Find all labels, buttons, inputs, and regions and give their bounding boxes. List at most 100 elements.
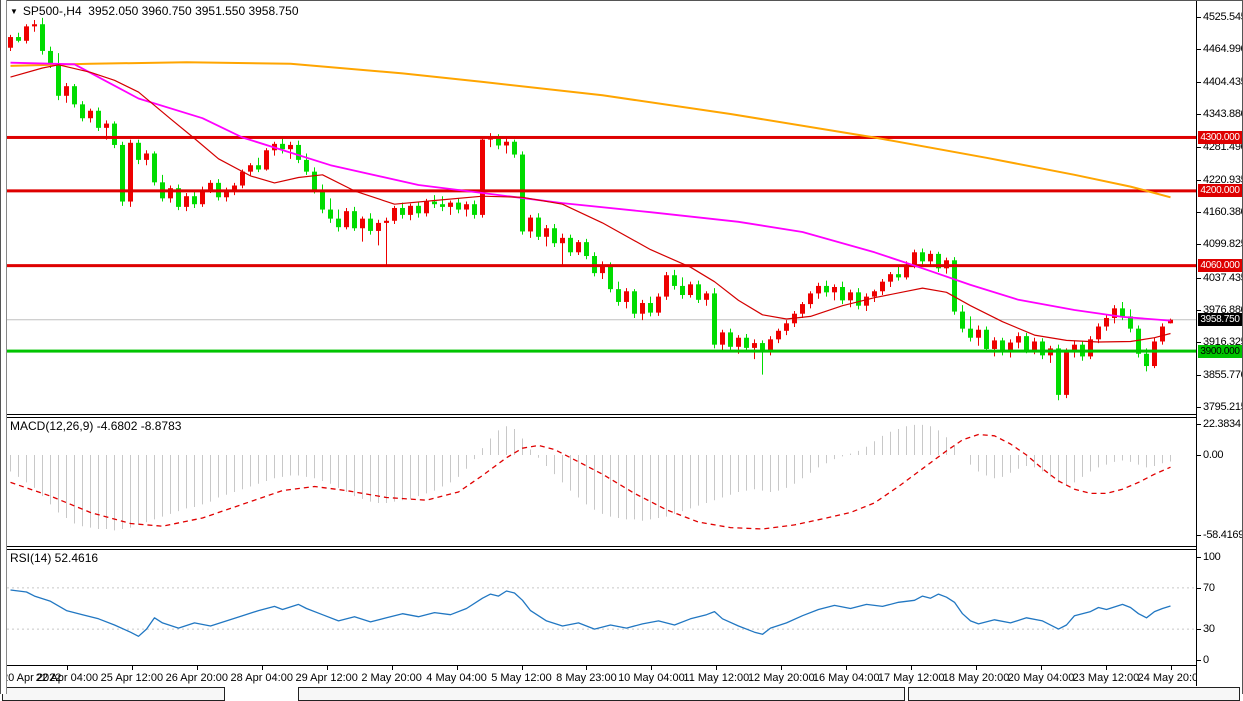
bull-candle <box>784 323 789 331</box>
bull-candle <box>1160 326 1165 342</box>
time-axis-label: 23 May 12:00 <box>1072 672 1140 684</box>
time-axis-label: 2 May 20:00 <box>361 672 422 684</box>
bear-candle <box>40 24 45 51</box>
time-axis-tick <box>846 666 848 670</box>
bull-candle <box>1088 339 1093 357</box>
time-axis-label: 17 May 12:00 <box>877 672 945 684</box>
level-price-badge: 4060.000 <box>1198 259 1242 273</box>
time-axis-tick <box>1041 666 1043 670</box>
bear-candle <box>256 165 261 170</box>
price-axis-tick <box>1197 114 1201 116</box>
time-axis-label: 10 May 04:00 <box>618 672 685 684</box>
bear-candle <box>616 289 621 302</box>
bear-candle <box>672 275 677 286</box>
time-axis-tick <box>976 666 978 670</box>
bull-candle <box>504 141 509 146</box>
bull-candle <box>576 242 581 253</box>
price-axis-tick <box>1197 342 1201 344</box>
time-axis-tick <box>651 666 653 670</box>
time-axis-label: 22 Apr 04:00 <box>35 672 99 684</box>
bear-candle <box>1040 341 1045 356</box>
bull-candle <box>200 189 205 205</box>
time-axis-label: 16 May 04:00 <box>812 672 880 684</box>
panel-separator[interactable] <box>0 414 1196 418</box>
minimized-chart-window[interactable] <box>298 687 905 701</box>
chart-ohlc-title: ▼ SP500-,H4 3952.050 3960.750 3951.550 39… <box>10 4 299 18</box>
bull-candle <box>992 340 997 349</box>
time-axis[interactable]: 20 Apr 2022 22 Apr 04:00 25 Apr 12:00 26 Ap… <box>0 665 1204 687</box>
bull-candle <box>1168 319 1173 324</box>
minimized-chart-window[interactable] <box>908 687 1240 701</box>
rsi-axis-label: 100 <box>1203 551 1221 563</box>
bear-candle <box>400 207 405 215</box>
main-price-chart[interactable] <box>7 0 1196 414</box>
bear-candle <box>296 144 301 160</box>
bear-candle <box>304 159 309 172</box>
time-axis-label: 26 Apr 20:00 <box>165 672 229 684</box>
bear-candle <box>136 142 141 160</box>
panel-separator[interactable] <box>0 546 1196 550</box>
bull-candle <box>704 293 709 300</box>
bear-candle <box>568 237 573 253</box>
minimized-chart-window[interactable] <box>2 687 225 701</box>
price-axis-tick <box>1197 212 1201 214</box>
price-axis[interactable]: 4525.545 4464.990 4404.435 4343.880 4281.490… <box>1196 0 1243 686</box>
bear-candle <box>472 204 477 215</box>
bear-candle <box>16 37 21 41</box>
time-axis-label: 11 May 12:00 <box>683 672 750 684</box>
rsi-panel-chart[interactable] <box>7 549 1196 665</box>
bull-candle <box>424 201 429 214</box>
bull-candle <box>360 218 365 229</box>
time-axis-tick <box>456 666 458 670</box>
bear-candle <box>952 260 957 312</box>
bull-candle <box>800 304 805 314</box>
bear-candle <box>920 252 925 262</box>
price-axis-tick <box>1197 17 1201 18</box>
price-axis-tick <box>1197 277 1201 279</box>
bull-candle <box>720 332 725 345</box>
bear-candle <box>648 303 653 313</box>
bull-candle <box>752 343 757 348</box>
bear-candle <box>440 204 445 207</box>
bull-candle <box>128 142 133 202</box>
bull-candle <box>864 296 869 306</box>
bull-candle <box>736 337 741 347</box>
macd-signal-line <box>10 433 1171 530</box>
bull-candle <box>184 196 189 207</box>
bear-candle <box>320 190 325 210</box>
bull-candle <box>224 190 229 198</box>
bull-candle <box>904 264 909 278</box>
bear-candle <box>680 285 685 296</box>
bear-candle <box>584 242 589 257</box>
bear-candle <box>312 171 317 191</box>
macd-axis-tick <box>1197 535 1201 537</box>
bull-candle <box>1152 341 1157 367</box>
bear-candle <box>520 154 525 232</box>
rsi-axis-label: 30 <box>1203 623 1215 636</box>
time-axis-tick <box>1170 666 1172 670</box>
price-axis-label: 4037.435 <box>1203 271 1243 284</box>
horizontal-level-line <box>7 189 1196 193</box>
bear-candle <box>368 218 373 231</box>
ma-mid-magenta-line <box>10 61 1171 322</box>
price-axis-tick <box>1197 179 1201 181</box>
current-price-badge: 3958.750 <box>1198 313 1242 327</box>
time-axis-label: 20 Apr 2022 <box>2 672 62 684</box>
macd-panel-chart[interactable] <box>7 417 1196 546</box>
bull-candle <box>776 330 781 340</box>
bull-candle <box>1072 344 1077 353</box>
time-axis-tick <box>521 666 523 670</box>
bull-candle <box>24 26 29 41</box>
price-axis-tick <box>1197 374 1201 376</box>
price-axis-tick <box>1197 147 1201 149</box>
bear-candle <box>80 104 85 119</box>
time-axis-label: 24 May 20:00 <box>1137 672 1205 684</box>
level-price-badge: 4300.000 <box>1198 130 1242 144</box>
symbol-timeframe-label: SP500-,H4 <box>22 4 82 18</box>
bear-candle <box>960 311 965 329</box>
rsi-axis-tick <box>1197 587 1201 589</box>
bear-candle <box>1120 308 1125 317</box>
time-axis-tick <box>716 666 718 670</box>
bear-candle <box>112 123 117 145</box>
price-axis-label: 4220.935 <box>1203 173 1243 186</box>
